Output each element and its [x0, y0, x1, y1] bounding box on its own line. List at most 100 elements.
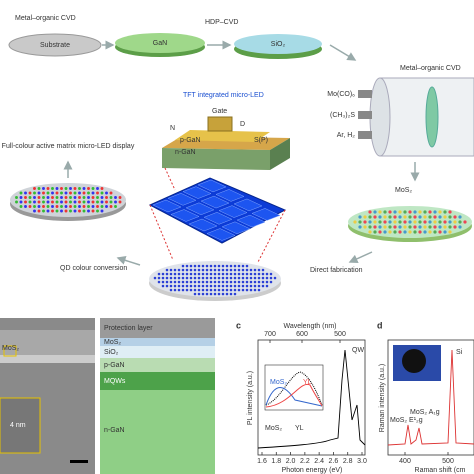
gas-label: (CH₃)₂S [330, 112, 355, 119]
dot [19, 196, 23, 199]
dot [205, 276, 209, 280]
dot [69, 191, 72, 195]
dot [60, 191, 63, 195]
dot [73, 200, 77, 204]
annotation: QW [352, 347, 364, 354]
dot [173, 288, 177, 292]
dot [55, 196, 59, 199]
pixel [203, 212, 233, 225]
dot [185, 276, 189, 280]
dot [273, 276, 277, 280]
dot [213, 272, 217, 276]
dot [193, 288, 197, 292]
dot [78, 196, 81, 199]
dot [105, 196, 108, 199]
dot [109, 191, 113, 195]
dot [265, 284, 269, 288]
dot [229, 280, 233, 284]
dot [428, 225, 432, 229]
dot [73, 209, 77, 213]
dot [181, 276, 185, 280]
dot [193, 280, 197, 284]
dot [463, 220, 467, 224]
dot [165, 280, 169, 284]
dot [261, 272, 265, 276]
dot [221, 292, 225, 296]
dot [403, 220, 407, 224]
dot [205, 288, 209, 292]
dot [64, 196, 68, 199]
dot [383, 230, 387, 234]
dot [46, 205, 50, 208]
axis-title: PL intensity (a.u.) [247, 371, 254, 425]
dot [373, 210, 377, 214]
dot [413, 230, 417, 234]
dot [165, 272, 169, 276]
dot [37, 191, 41, 195]
pixel [197, 179, 227, 193]
pixel [251, 208, 281, 221]
dot [378, 215, 382, 219]
dot [418, 230, 422, 234]
pixel [233, 198, 263, 212]
x-tick-label: 1.6 [257, 458, 267, 465]
dot [245, 280, 249, 284]
dot [33, 191, 36, 195]
dot [393, 220, 397, 224]
device-label: n-GaN [175, 149, 196, 156]
x-tick-label: 400 [399, 458, 411, 465]
dot [233, 268, 237, 272]
dot [114, 196, 117, 199]
dot [229, 268, 233, 272]
dot [253, 276, 257, 280]
dot [205, 284, 209, 288]
dot [209, 276, 213, 280]
dot [28, 200, 32, 204]
dot [443, 230, 447, 234]
dot [393, 210, 397, 214]
dot [105, 205, 108, 208]
dot [443, 210, 447, 214]
dot [37, 205, 41, 208]
dot [51, 209, 54, 213]
dot [213, 292, 217, 296]
dot [443, 225, 447, 229]
dot [221, 268, 225, 272]
dot [213, 264, 217, 268]
dot [233, 272, 237, 276]
dot [269, 276, 273, 280]
dot [388, 220, 392, 224]
dot [177, 272, 181, 276]
process-label: HDP–CVD [205, 19, 238, 26]
dot [161, 280, 165, 284]
dot [358, 220, 362, 224]
dot [189, 284, 193, 288]
dot [245, 288, 249, 292]
x-tick-label: 2.4 [314, 458, 324, 465]
dot [105, 191, 108, 195]
dot [448, 210, 452, 214]
dot [225, 276, 229, 280]
dot [249, 272, 253, 276]
dot [363, 225, 367, 229]
pixel [152, 199, 182, 213]
dot [438, 230, 442, 234]
x-tick-label: 2.6 [329, 458, 339, 465]
dot [197, 264, 201, 268]
dot [100, 200, 104, 204]
dot [428, 230, 432, 234]
dot [60, 209, 63, 213]
dot [78, 209, 81, 213]
dot [241, 284, 245, 288]
dot [185, 264, 189, 268]
dot [33, 196, 36, 199]
dot [42, 191, 45, 195]
dot [42, 205, 45, 208]
dot [173, 268, 177, 272]
dot [428, 220, 432, 224]
dot [37, 196, 41, 199]
dot [24, 191, 27, 195]
dot [373, 220, 377, 224]
dot [237, 264, 241, 268]
